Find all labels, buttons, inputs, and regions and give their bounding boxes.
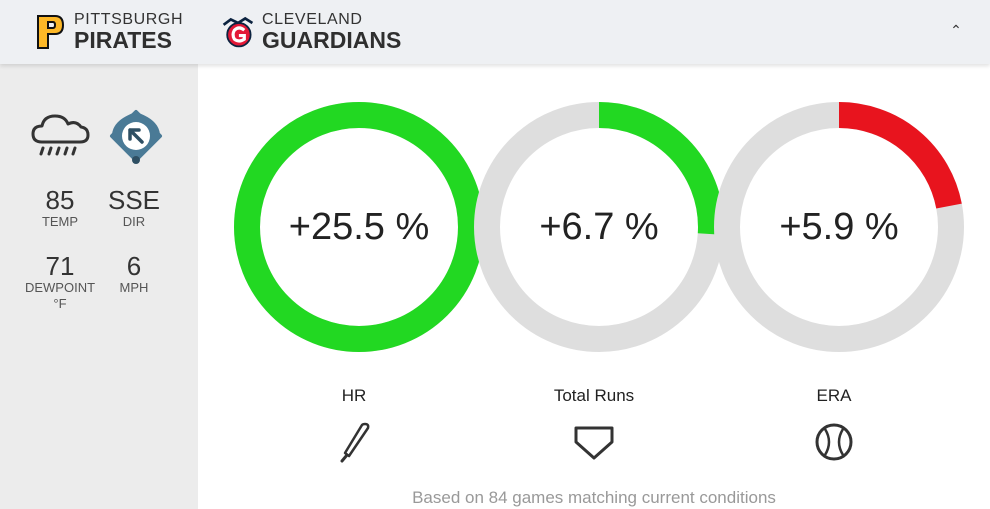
dir-stat: SSE DIR — [94, 186, 174, 230]
temp-label: TEMP — [41, 214, 79, 229]
gauge-ring-era — [714, 102, 964, 352]
dewpoint-stat: 71 DEWPOINT °F — [20, 252, 100, 312]
home-team: PITTSBURGH PIRATES — [32, 12, 183, 52]
gauge-era: +5.9 % — [714, 102, 964, 352]
gauge-value-total-runs: +6.7 % — [539, 205, 659, 248]
metrics-panel: +25.5 % +6.7 % +5.9 % HR Total Runs ERA Ba… — [198, 64, 990, 509]
gauge-total-runs: +6.7 % — [474, 102, 724, 352]
gauge-fill-era — [714, 102, 964, 352]
baseball-icon — [814, 420, 854, 464]
temp-stat: 85 TEMP — [20, 186, 100, 230]
metric-label-total-runs: Total Runs — [553, 386, 635, 405]
away-team: CLEVELAND GUARDIANS — [220, 12, 401, 52]
matchup-header: PITTSBURGH PIRATES CLEVELAND GUARDIANS ⌃ — [0, 0, 990, 64]
temp-value: 85 — [45, 185, 75, 215]
gauge-value-hr: +25.5 % — [288, 205, 430, 248]
away-team-name: GUARDIANS — [262, 27, 402, 53]
wind-direction-field-icon — [108, 108, 164, 171]
guardians-logo-icon — [220, 12, 256, 52]
gauge-ring-total-runs — [474, 102, 724, 352]
away-team-city: CLEVELAND — [262, 11, 363, 28]
dewpoint-label: DEWPOINT °F — [24, 280, 96, 311]
gauge-value-era: +5.9 % — [779, 205, 899, 248]
home-team-name: PIRATES — [74, 27, 172, 53]
dewpoint-value: 71 — [45, 251, 75, 281]
gauge-ring-hr — [234, 102, 484, 352]
gauge-hr: +25.5 % — [234, 102, 484, 352]
dir-value: SSE — [107, 185, 161, 215]
pirates-logo-icon — [32, 12, 68, 52]
mph-value: 6 — [126, 251, 142, 281]
bat-icon — [335, 420, 375, 464]
metric-label-hr: HR — [341, 386, 367, 405]
mph-label: MPH — [119, 280, 149, 295]
metric-label-era: ERA — [816, 386, 852, 405]
dir-label: DIR — [122, 214, 146, 229]
rain-cloud-icon — [30, 112, 90, 165]
gauge-fill-total-runs — [474, 102, 724, 352]
mph-stat: 6 MPH — [94, 252, 174, 296]
home-team-city: PITTSBURGH — [74, 11, 184, 28]
weather-sidebar: 85 TEMP SSE DIR 71 DEWPOINT °F 6 MPH — [0, 64, 198, 509]
footer-note: Based on 84 games matching current condi… — [412, 488, 776, 507]
gauge-fill-hr — [234, 102, 484, 352]
home-plate-icon — [574, 420, 614, 464]
chevron-up-icon[interactable]: ⌃ — [950, 21, 962, 38]
